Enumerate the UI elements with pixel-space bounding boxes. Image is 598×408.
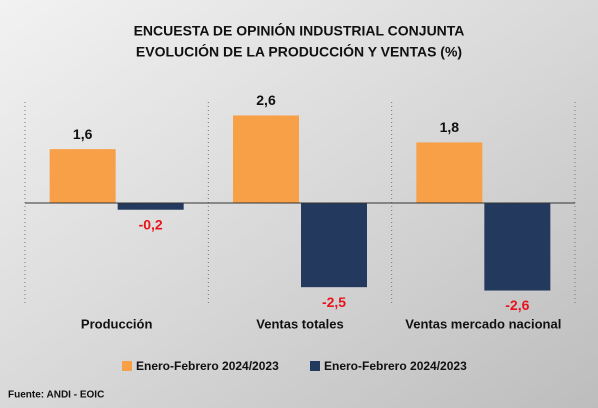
source: Fuente: ANDI - EOIC bbox=[8, 390, 104, 401]
legend-swatch bbox=[310, 361, 320, 371]
legend-label: Enero-Febrero 2024/2023 bbox=[324, 359, 467, 373]
legend-label: Enero-Febrero 2024/2023 bbox=[136, 359, 279, 373]
chart-subtitle: EVOLUCIÓN DE LA PRODUCCIÓN Y VENTAS (%) bbox=[136, 43, 462, 60]
value-label: 1,6 bbox=[73, 126, 93, 142]
bar bbox=[233, 115, 299, 203]
chart-title: ENCUESTA DE OPINIÓN INDUSTRIAL CONJUNTA bbox=[134, 22, 465, 39]
bar bbox=[49, 149, 116, 203]
x-tick-label: Producción bbox=[81, 316, 153, 331]
x-tick-label: Ventas mercado nacional bbox=[405, 316, 561, 331]
bar bbox=[301, 203, 367, 288]
value-label: 2,6 bbox=[256, 92, 276, 108]
value-label: -2,5 bbox=[322, 294, 346, 310]
value-label: 1,8 bbox=[440, 119, 460, 135]
bar bbox=[484, 203, 551, 291]
value-label: -0,2 bbox=[139, 216, 163, 232]
legend-swatch bbox=[122, 361, 132, 371]
x-tick-label: Ventas totales bbox=[256, 316, 343, 331]
bar bbox=[416, 142, 483, 203]
bar bbox=[117, 203, 184, 210]
value-label: -2,6 bbox=[505, 297, 529, 313]
